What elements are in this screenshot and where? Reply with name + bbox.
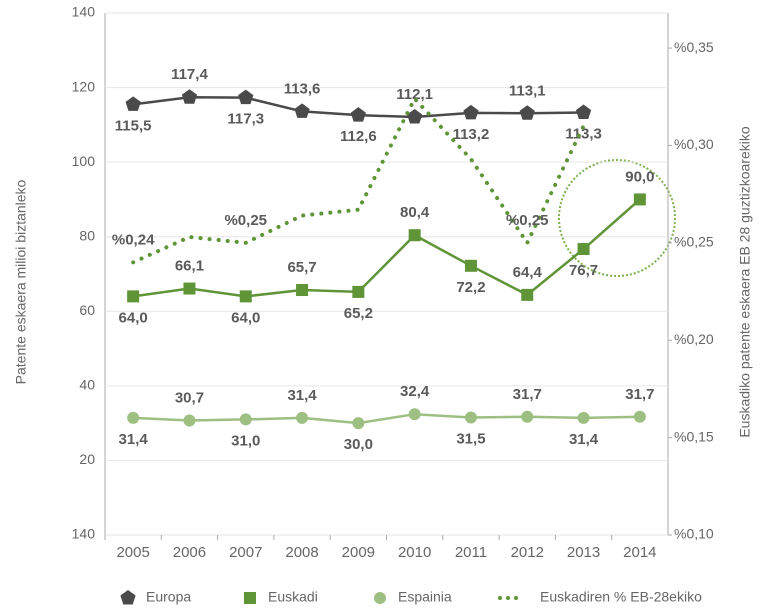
marker (634, 411, 646, 423)
y2-tick-label: %0,35 (674, 39, 714, 55)
marker (296, 284, 308, 296)
data-label: 65,7 (287, 259, 316, 276)
marker (240, 290, 252, 302)
marker (182, 89, 197, 103)
x-tick-label: 2012 (511, 544, 544, 561)
data-label: 112,6 (340, 128, 377, 145)
data-label: 31,7 (625, 386, 654, 403)
data-label: 31,0 (231, 432, 260, 449)
data-label: 64,0 (119, 309, 148, 326)
x-tick-label: 2005 (116, 544, 149, 561)
marker (244, 592, 256, 604)
marker (465, 260, 477, 272)
y-tick-label: 60 (79, 302, 95, 318)
marker (578, 243, 590, 255)
data-label: 65,2 (344, 305, 373, 322)
y-tick-label: 40 (79, 377, 95, 393)
marker (183, 415, 195, 427)
x-tick-label: 2011 (455, 544, 487, 561)
marker (521, 289, 533, 301)
marker (352, 286, 364, 298)
y-tick-label: 120 (72, 78, 96, 94)
legend-marker (498, 596, 502, 600)
marker (521, 411, 533, 423)
marker (465, 412, 477, 424)
data-label: 66,1 (175, 258, 204, 275)
x-tick-label: 2007 (229, 544, 262, 561)
series-line (133, 199, 640, 296)
data-label: 113,1 (509, 82, 546, 99)
data-label: 64,0 (231, 309, 260, 326)
marker (127, 412, 139, 424)
legend-marker (514, 596, 518, 600)
y-tick-label: 140 (72, 526, 96, 542)
marker (120, 590, 135, 604)
data-label: 90,0 (625, 168, 654, 185)
data-label: 30,7 (175, 390, 204, 407)
legend-label: Euskadi (268, 589, 318, 605)
marker (183, 283, 195, 295)
data-label: 76,7 (569, 262, 598, 279)
marker (409, 229, 421, 241)
data-label: 113,6 (284, 80, 321, 97)
data-label: 31,7 (513, 386, 542, 403)
marker (296, 412, 308, 424)
marker (374, 592, 386, 604)
marker (578, 412, 590, 424)
data-label: %0,24 (112, 231, 155, 248)
legend-label: Europa (146, 589, 191, 605)
data-label: 31,4 (287, 387, 317, 404)
y2-tick-label: %0,20 (674, 331, 714, 347)
x-tick-label: 2014 (623, 544, 656, 561)
data-label: 80,4 (400, 204, 430, 221)
legend-label: Espainia (398, 589, 452, 605)
data-label: 117,3 (227, 111, 264, 128)
marker (294, 103, 309, 117)
data-label: 113,2 (453, 126, 490, 143)
marker (351, 107, 366, 121)
marker (238, 90, 253, 104)
marker (634, 193, 646, 205)
data-label: 30,0 (344, 436, 373, 453)
chart: Patente eskaera milioi biztanleko Euskad… (0, 0, 764, 610)
marker (409, 408, 421, 420)
y-tick-label: 140 (72, 4, 96, 20)
data-label: 31,5 (456, 431, 485, 448)
y-tick-label: 20 (79, 451, 95, 467)
series-line (133, 99, 583, 263)
y-tick-label: 80 (79, 227, 95, 243)
legend-label: Euskadiren % EB-28ekiko (540, 589, 702, 605)
x-tick-label: 2010 (398, 544, 431, 561)
marker (407, 109, 422, 123)
y2-axis-title: Euskadiko patente eskaera EB 28 guztizko… (737, 126, 753, 438)
marker (126, 96, 141, 110)
marker (463, 105, 478, 119)
data-label: 64,4 (513, 264, 543, 281)
series-line (133, 414, 640, 423)
x-tick-label: 2008 (285, 544, 318, 561)
y-tick-label: 100 (72, 153, 96, 169)
marker (352, 417, 364, 429)
data-label: 115,5 (115, 117, 152, 134)
data-label: %0,25 (224, 212, 267, 229)
y2-tick-label: %0,10 (674, 526, 714, 542)
data-label: 31,4 (119, 431, 149, 448)
x-tick-label: 2013 (567, 544, 600, 561)
data-label: 31,4 (569, 431, 599, 448)
y2-tick-label: %0,25 (674, 234, 714, 250)
data-label: %0,25 (506, 212, 549, 229)
marker (127, 290, 139, 302)
data-label: 32,4 (400, 383, 430, 400)
x-tick-label: 2009 (342, 544, 375, 561)
legend-marker (506, 596, 510, 600)
marker (240, 413, 252, 425)
x-tick-label: 2006 (173, 544, 206, 561)
y-axis-title: Patente eskaera milioi biztanleko (13, 179, 29, 384)
data-label: 117,4 (171, 66, 208, 83)
data-label: 72,2 (456, 279, 485, 296)
y2-tick-label: %0,30 (674, 136, 714, 152)
y2-tick-label: %0,15 (674, 428, 714, 444)
marker (576, 105, 591, 119)
marker (520, 105, 535, 119)
